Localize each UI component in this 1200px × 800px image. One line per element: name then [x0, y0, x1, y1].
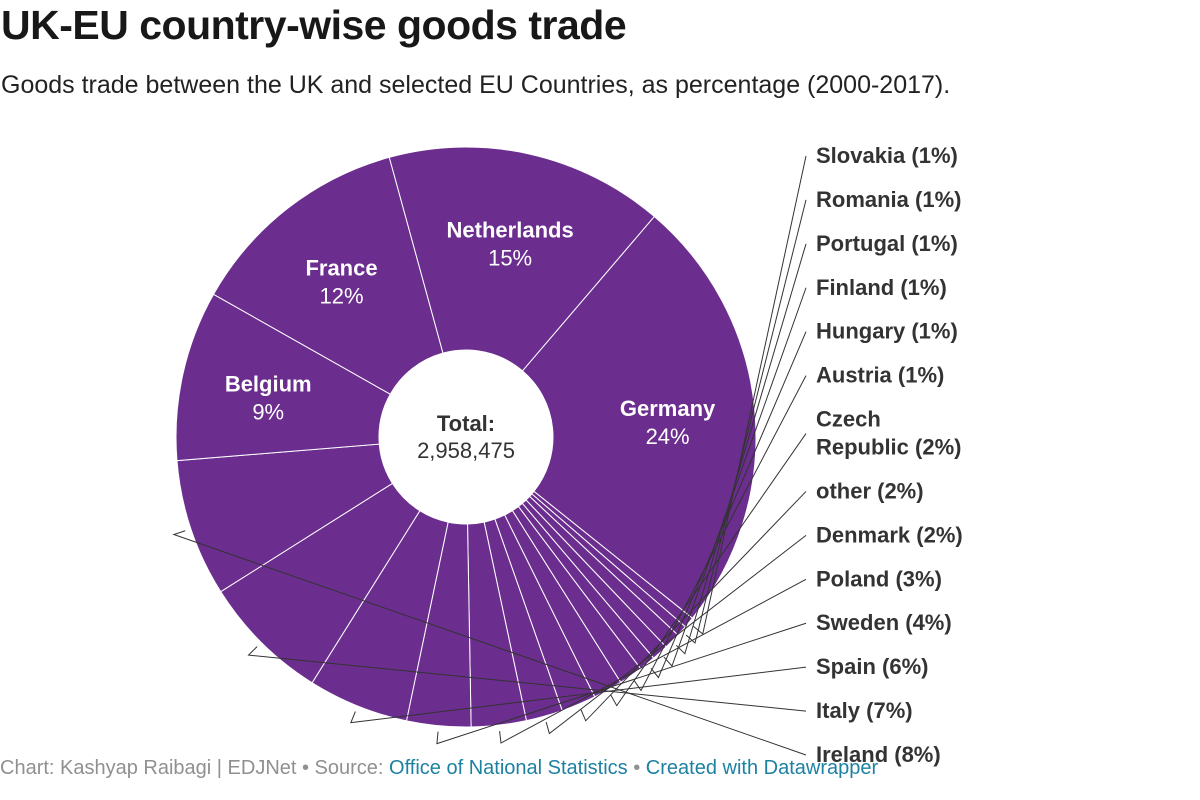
leader-lines-group: [172, 155, 807, 756]
label-italy: Italy (7%): [816, 698, 913, 723]
leader-czech-republic: [610, 433, 807, 707]
leader-poland: [499, 578, 807, 744]
label-sweden: Sweden (4%): [816, 610, 952, 635]
label-finland: Finland (1%): [816, 275, 947, 300]
leader-denmark: [545, 534, 807, 735]
labels-group: Germany 24% Belgium 9% France 12% Netherlands 1…: [225, 143, 963, 767]
value-germany: 24%: [646, 424, 690, 449]
label-other: other (2%): [816, 478, 924, 503]
datawrapper-link[interactable]: Created with Datawrapper: [645, 757, 879, 779]
label-portugal: Portugal (1%): [816, 231, 958, 256]
label-belgium: Belgium: [225, 372, 312, 397]
label-germany: Germany: [620, 396, 716, 421]
value-france: 12%: [320, 283, 364, 308]
donut-hole: [379, 350, 553, 524]
slices-group: [175, 146, 757, 728]
leader-other: [580, 491, 807, 722]
chart-subtitle: Goods trade between the UK and selected …: [1, 71, 951, 99]
label-romania: Romania (1%): [816, 187, 961, 212]
label-czech-republic: Czech Republic (2%): [816, 407, 961, 460]
leader-ireland: [172, 530, 807, 756]
label-spain: Spain (6%): [816, 654, 928, 679]
label-hungary: Hungary (1%): [816, 319, 958, 344]
source-link[interactable]: Office of National Statistics: [389, 757, 628, 779]
leader-portugal: [675, 243, 807, 655]
total-value: 2,958,475: [417, 438, 515, 463]
leader-austria: [633, 375, 807, 692]
leader-italy: [247, 646, 807, 712]
value-netherlands: 15%: [488, 245, 532, 270]
leader-sweden: [436, 622, 807, 745]
label-denmark: Denmark (2%): [816, 522, 963, 547]
label-poland: Poland (3%): [816, 566, 942, 591]
label-ireland: Ireland (8%): [816, 742, 941, 767]
label-austria: Austria (1%): [816, 363, 944, 388]
total-label: Total:: [437, 411, 495, 436]
chart-title: UK-EU country-wise goods trade: [1, 2, 627, 48]
footer-separator: •: [627, 757, 646, 779]
footer-credit: Chart: Kashyap Raibagi | EDJNet • Source…: [0, 757, 390, 779]
footer: Chart: Kashyap Raibagi | EDJNet • Source…: [0, 757, 878, 780]
leader-spain: [350, 666, 807, 724]
leader-hungary: [650, 331, 807, 679]
leader-romania: [685, 199, 807, 644]
label-slovakia: Slovakia (1%): [816, 143, 958, 168]
leader-finland: [663, 287, 807, 667]
label-netherlands: Netherlands: [447, 217, 574, 242]
leader-slovakia: [693, 155, 807, 635]
label-france: France: [305, 255, 377, 280]
value-belgium: 9%: [252, 400, 284, 425]
